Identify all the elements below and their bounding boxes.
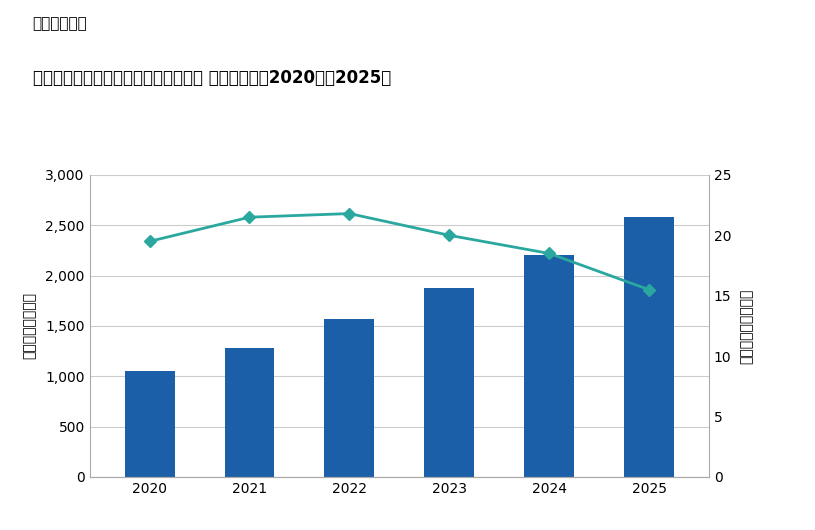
Y-axis label: 売上額（十億円）: 売上額（十億円） — [23, 293, 37, 359]
Text: ＜参考資料＞: ＜参考資料＞ — [33, 16, 87, 31]
Text: 国内パブリッククラウドサービス市場 売上額予測、2020年～2025年: 国内パブリッククラウドサービス市場 売上額予測、2020年～2025年 — [33, 69, 391, 87]
Bar — [624, 217, 674, 477]
Y-axis label: 前年比成長率（％）: 前年比成長率（％） — [740, 288, 754, 364]
Bar — [425, 288, 474, 477]
Bar — [125, 371, 174, 477]
Bar — [324, 319, 374, 477]
Bar — [224, 348, 275, 477]
Bar — [524, 255, 575, 477]
